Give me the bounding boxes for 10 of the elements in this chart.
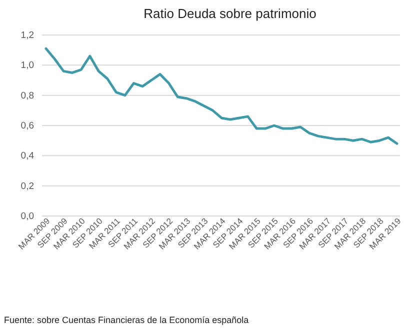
y-tick-label: 1,2 <box>20 30 34 42</box>
y-tick-label: 0,0 <box>20 211 34 222</box>
y-tick-label: 0,6 <box>20 120 34 132</box>
source-note: Fuente: sobre Cuentas Financieras de la Economía española <box>4 315 249 325</box>
chart-title: Ratio Deuda sobre patrimonio <box>144 6 316 21</box>
y-tick-label: 0,2 <box>20 180 34 192</box>
y-tick-label: 0,4 <box>20 150 34 162</box>
y-tick-label: 1,0 <box>20 60 34 72</box>
y-tick-label: 0,8 <box>20 90 34 102</box>
line-series <box>44 47 398 145</box>
